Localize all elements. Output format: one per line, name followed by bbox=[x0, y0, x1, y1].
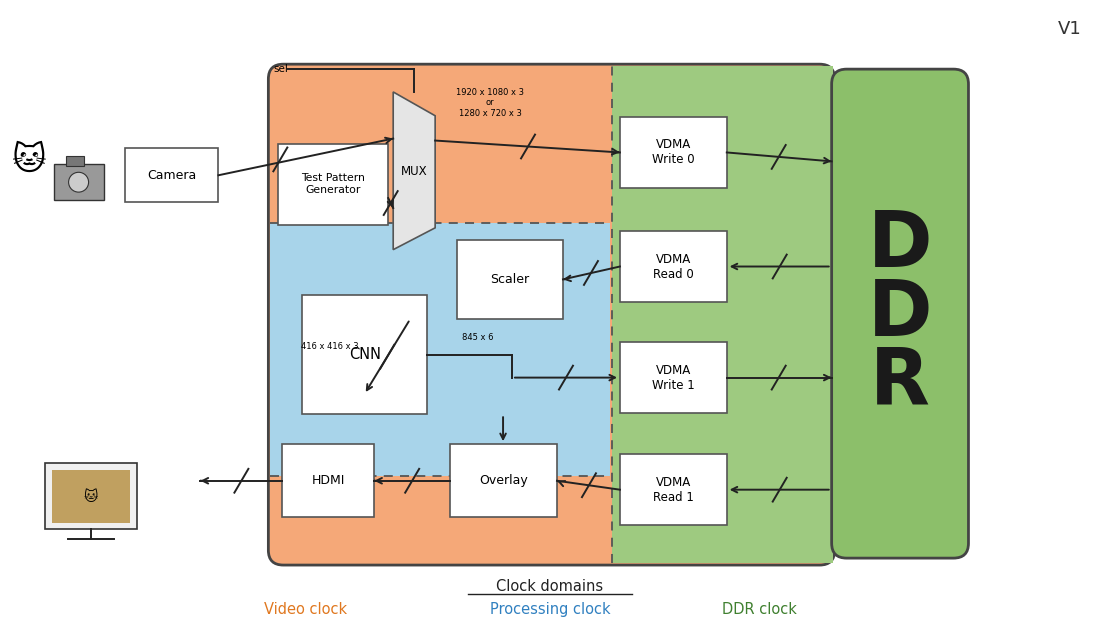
Polygon shape bbox=[393, 92, 436, 249]
Text: DDR clock: DDR clock bbox=[723, 602, 798, 617]
Bar bbox=[620, 342, 727, 413]
FancyBboxPatch shape bbox=[832, 69, 968, 558]
Bar bbox=[450, 444, 557, 517]
Bar bbox=[620, 117, 727, 188]
Text: VDMA
Read 0: VDMA Read 0 bbox=[653, 253, 694, 280]
Bar bbox=[66, 157, 84, 167]
Text: V1: V1 bbox=[1057, 20, 1081, 38]
Text: Scaler: Scaler bbox=[491, 273, 529, 286]
Text: VDMA
Write 1: VDMA Write 1 bbox=[652, 363, 695, 392]
Text: Video clock: Video clock bbox=[264, 602, 346, 617]
Text: VDMA
Read 1: VDMA Read 1 bbox=[653, 475, 694, 504]
Bar bbox=[54, 165, 103, 200]
Text: Clock domains: Clock domains bbox=[496, 579, 604, 594]
Text: sel: sel bbox=[273, 64, 288, 74]
Text: Camera: Camera bbox=[147, 169, 196, 182]
Bar bbox=[271, 223, 609, 476]
Text: D
D
R: D D R bbox=[868, 207, 933, 421]
Bar bbox=[612, 66, 833, 563]
Bar bbox=[45, 463, 136, 529]
Bar bbox=[278, 144, 388, 225]
Bar bbox=[302, 295, 427, 414]
Text: 416 x 416 x 3: 416 x 416 x 3 bbox=[300, 342, 359, 352]
Text: Overlay: Overlay bbox=[480, 474, 528, 487]
Text: MUX: MUX bbox=[400, 165, 428, 178]
Text: CNN: CNN bbox=[349, 347, 381, 362]
Text: Test Pattern
Generator: Test Pattern Generator bbox=[301, 173, 365, 195]
FancyBboxPatch shape bbox=[268, 64, 835, 565]
Text: 🐱: 🐱 bbox=[84, 490, 98, 504]
Text: 845 x 6: 845 x 6 bbox=[462, 334, 494, 342]
Text: 🐱: 🐱 bbox=[11, 144, 46, 177]
Bar bbox=[620, 231, 727, 302]
Text: Processing clock: Processing clock bbox=[490, 602, 610, 617]
Text: 1920 x 1080 x 3
or
1280 x 720 x 3: 1920 x 1080 x 3 or 1280 x 720 x 3 bbox=[456, 88, 524, 118]
Bar bbox=[52, 470, 130, 524]
Text: VDMA
Write 0: VDMA Write 0 bbox=[652, 139, 695, 167]
Bar bbox=[283, 444, 374, 517]
Circle shape bbox=[68, 172, 89, 192]
Text: HDMI: HDMI bbox=[311, 474, 345, 487]
Bar bbox=[124, 149, 219, 202]
Bar bbox=[620, 454, 727, 526]
Bar bbox=[458, 240, 563, 319]
